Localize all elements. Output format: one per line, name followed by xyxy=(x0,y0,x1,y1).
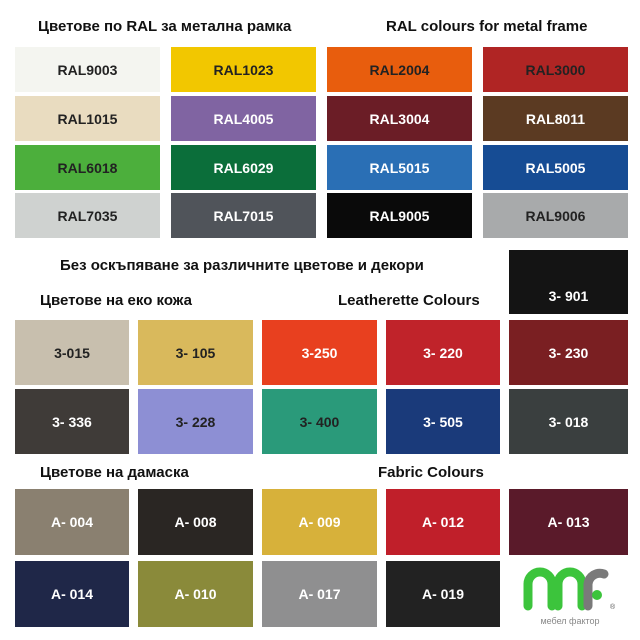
swatch-label: 3- 228 xyxy=(175,413,216,430)
ral-swatch: RAL9005 xyxy=(327,193,472,238)
leather-heading-bg: Цветове на еко кожа xyxy=(40,292,192,309)
ral-swatch: RAL6018 xyxy=(15,145,160,190)
leather-swatch: 3-250 xyxy=(262,320,377,385)
leather-swatch: 3- 018 xyxy=(509,389,628,454)
swatch-label: 3- 220 xyxy=(423,344,463,361)
swatch-label: 3- 336 xyxy=(52,413,92,430)
swatch-label: A- 019 xyxy=(421,586,465,602)
ral-heading-en: RAL colours for metal frame xyxy=(386,18,588,35)
svg-text:®: ® xyxy=(610,603,616,611)
ral-swatch: RAL8011 xyxy=(483,96,628,141)
fabric-swatch: A- 017 xyxy=(262,561,377,627)
swatch-label: 3- 400 xyxy=(299,413,340,430)
swatch-label: RAL3000 xyxy=(525,61,586,78)
ral-swatch: RAL5015 xyxy=(327,145,472,190)
leather-swatch: 3- 105 xyxy=(138,320,253,385)
swatch-label: RAL6018 xyxy=(57,159,118,176)
leather-swatch: 3- 505 xyxy=(386,389,500,454)
ral-swatch: RAL6029 xyxy=(171,145,316,190)
ral-swatch: RAL1015 xyxy=(15,96,160,141)
swatch-label: 3- 018 xyxy=(548,413,589,430)
fabric-heading-en: Fabric Colours xyxy=(378,464,484,481)
swatch-label: RAL4005 xyxy=(213,110,274,127)
ral-swatch: RAL9003 xyxy=(15,47,160,92)
leather-swatch: 3- 228 xyxy=(138,389,253,454)
swatch-label: 3- 505 xyxy=(423,413,463,430)
leather-swatch: 3- 901 xyxy=(509,250,628,314)
fabric-swatch: A- 004 xyxy=(15,489,129,555)
swatch-label: RAL3004 xyxy=(369,110,430,127)
swatch-label: 3- 105 xyxy=(175,344,216,361)
swatch-label: A- 017 xyxy=(298,586,341,602)
leather-swatch: 3- 220 xyxy=(386,320,500,385)
ral-swatch: RAL1023 xyxy=(171,47,316,92)
fabric-swatch: A- 009 xyxy=(262,489,377,555)
swatch-label: A- 008 xyxy=(174,514,217,530)
swatch-label: 3-015 xyxy=(54,344,90,361)
fabric-swatch: A- 019 xyxy=(386,561,500,627)
ral-heading-bg: Цветове по RAL за метална рамка xyxy=(38,18,292,35)
fabric-swatch: A- 008 xyxy=(138,489,253,555)
swatch-label: A- 004 xyxy=(50,514,94,530)
svg-text:мебел фактор: мебел фактор xyxy=(540,616,599,626)
swatch-label: A- 014 xyxy=(50,586,94,602)
swatch-label: A- 009 xyxy=(298,514,341,530)
ral-swatch: RAL9006 xyxy=(483,193,628,238)
swatch-label: RAL5005 xyxy=(525,159,586,176)
leather-swatch: 3- 400 xyxy=(262,389,377,454)
swatch-label: RAL7035 xyxy=(57,207,118,224)
leather-swatch: 3-015 xyxy=(15,320,129,385)
leather-heading-en: Leatherette Colours xyxy=(338,292,480,309)
swatch-label: RAL9006 xyxy=(525,207,586,224)
swatch-label: A- 013 xyxy=(547,514,590,530)
ral-swatch: RAL7015 xyxy=(171,193,316,238)
swatch-label: 3- 901 xyxy=(548,288,589,304)
swatch-label: RAL8011 xyxy=(525,110,586,127)
swatch-label: RAL5015 xyxy=(369,159,430,176)
fabric-swatch: A- 010 xyxy=(138,561,253,627)
ral-swatch: RAL7035 xyxy=(15,193,160,238)
swatch-label: RAL1023 xyxy=(213,61,274,78)
fabric-swatch: A- 012 xyxy=(386,489,500,555)
ral-swatch: RAL5005 xyxy=(483,145,628,190)
ral-swatch: RAL4005 xyxy=(171,96,316,141)
fabric-heading-bg: Цветове на дамаска xyxy=(40,464,189,481)
swatch-label: RAL9005 xyxy=(369,207,430,224)
swatch-label: A- 010 xyxy=(174,586,217,602)
fabric-swatch: A- 014 xyxy=(15,561,129,627)
swatch-label: RAL6029 xyxy=(213,159,274,176)
swatch-label: RAL7015 xyxy=(213,207,274,224)
swatch-label: RAL2004 xyxy=(369,61,430,78)
leather-swatch: 3- 230 xyxy=(509,320,628,385)
leather-swatch: 3- 336 xyxy=(15,389,129,454)
swatch-label: A- 012 xyxy=(421,514,465,530)
swatch-label: 3-250 xyxy=(301,344,338,361)
ral-swatch: RAL2004 xyxy=(327,47,472,92)
mebel-faktor-logo: ® мебел фактор xyxy=(523,567,616,626)
ral-swatch: RAL3000 xyxy=(483,47,628,92)
ral-swatch: RAL3004 xyxy=(327,96,472,141)
swatch-label: RAL9003 xyxy=(57,61,118,78)
fabric-swatch: A- 013 xyxy=(509,489,628,555)
swatch-label: RAL1015 xyxy=(57,110,118,127)
swatch-label: 3- 230 xyxy=(548,344,589,361)
note-heading: Без оскъпяване за различните цветове и д… xyxy=(60,257,424,274)
